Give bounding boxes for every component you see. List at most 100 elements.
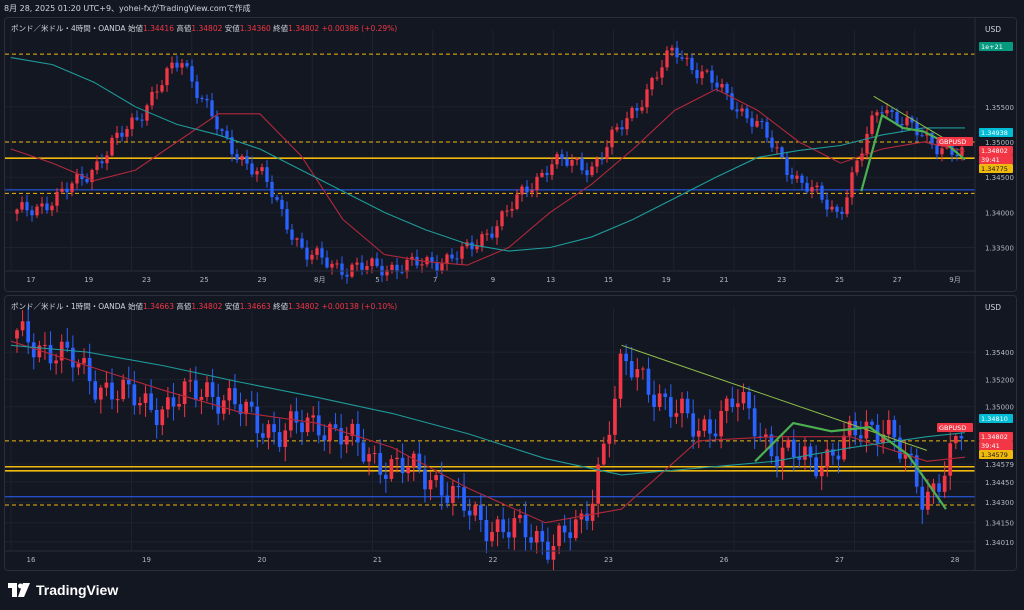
candle-body [735,109,739,112]
price-badge-text: GBPUSD [939,424,966,432]
candle-body [819,467,824,477]
candle-body [505,210,509,212]
candle-body [372,453,377,455]
candle-body [205,382,209,397]
y-tick-label: 1.34300 [985,499,1014,507]
candle-body [752,408,757,437]
candle-body [803,446,807,460]
candle-body [20,321,25,331]
candle-body [557,525,561,547]
price-badge [979,128,1013,138]
candle-body [210,100,214,117]
currency-label: USD [985,25,1001,34]
candle-body [960,147,964,156]
candle-body [880,112,884,114]
candle-body [360,262,364,270]
candle-body [585,170,589,176]
candle-body [439,475,444,496]
candle-body [400,457,405,474]
chart-pane-1h[interactable]: USD 1.35400 1.35200 1.35000 1.34579 1.34450 1.… [4,295,1017,571]
candle-body [120,132,124,137]
candle-body [270,181,274,198]
candle-body [390,264,394,271]
candle-body [484,519,489,542]
series-ma_slow [10,344,966,476]
x-tick-label: 21 [720,276,729,284]
candle-body [750,118,754,127]
candle-body [478,504,483,520]
candle-body [95,161,99,171]
low-value: 1.34663 [239,302,271,311]
candle-body [645,89,649,108]
candle-body [858,435,863,439]
chart-pane-4h[interactable]: USD 1.35500 1.35000 1.34500 1.34000 1.33500 1e… [4,17,1017,292]
candle-body [668,397,673,417]
candle-body [216,396,221,414]
candle-body [730,93,734,110]
candle-body [955,154,959,156]
price-badge-text: 1.34775 [981,165,1008,173]
price-badge-text: 39:41 [981,442,1000,450]
y-tick-label: 1.35500 [985,104,1014,112]
candle-body [490,233,494,238]
candle-body [20,202,24,210]
candle-body [580,158,584,171]
brand-name: TradingView [36,582,119,598]
candle-body [870,115,874,134]
change-value: +0.00386 (+0.29%) [321,24,398,33]
x-tick-label: 28 [951,556,960,564]
x-tick-label: 9 [491,276,495,284]
candle-body [920,486,925,510]
candle-body [620,127,624,130]
candle-body [660,67,664,78]
candle-body [910,117,914,123]
tradingview-logo[interactable]: TradingView [8,582,118,598]
x-tick-label: 21 [373,556,382,564]
candle-body [551,546,556,560]
price-badge-text: 1.34579 [981,451,1008,459]
price-badge [979,432,1013,441]
candle-body [93,381,98,400]
candle-body [629,361,634,378]
candle-body [240,156,244,160]
candle-body [316,415,321,436]
candle-body [568,532,573,539]
candle-body [428,480,433,490]
candle-body [15,330,19,339]
candle-body [121,379,126,400]
x-tick-label: 23 [142,276,151,284]
candle-body [665,50,669,68]
candle-body [45,203,49,211]
candle-body [395,457,399,460]
candle-body [383,474,388,479]
candle-body [188,380,193,382]
candle-body [635,107,639,111]
candle-body [680,57,684,59]
close-value: 1.34802 [288,24,320,33]
candle-body [518,514,522,519]
candle-body [467,510,472,516]
candle-body [814,457,818,477]
x-tick-label: 25 [200,276,209,284]
candle-body [655,77,659,79]
ohlc-legend-1h: ポンド／米ドル・1時間・OANDA 始値1.34663 高値1.34802 安値… [11,301,397,312]
candle-body [75,173,79,184]
candle-body [770,137,774,148]
chart-1h[interactable]: USD 1.35400 1.35200 1.35000 1.34579 1.34450 1.… [5,296,1017,571]
candle-body [909,453,913,456]
candle-body [165,68,169,86]
candle-body [663,393,668,398]
candle-body [440,263,444,271]
price-badge-text: 1e+21 [981,43,1003,51]
candle-body [430,257,434,263]
x-tick-label: 15 [604,276,613,284]
y-tick-label: 1.34500 [985,174,1014,182]
candle-body [255,171,259,175]
candle-body [725,84,729,94]
candle-body [530,190,534,193]
candle-body [233,388,237,405]
x-tick-label: 26 [720,556,729,564]
candle-body [300,238,304,248]
chart-4h[interactable]: USD 1.35500 1.35000 1.34500 1.34000 1.33500 1e… [5,18,1017,292]
candle-body [220,129,224,131]
